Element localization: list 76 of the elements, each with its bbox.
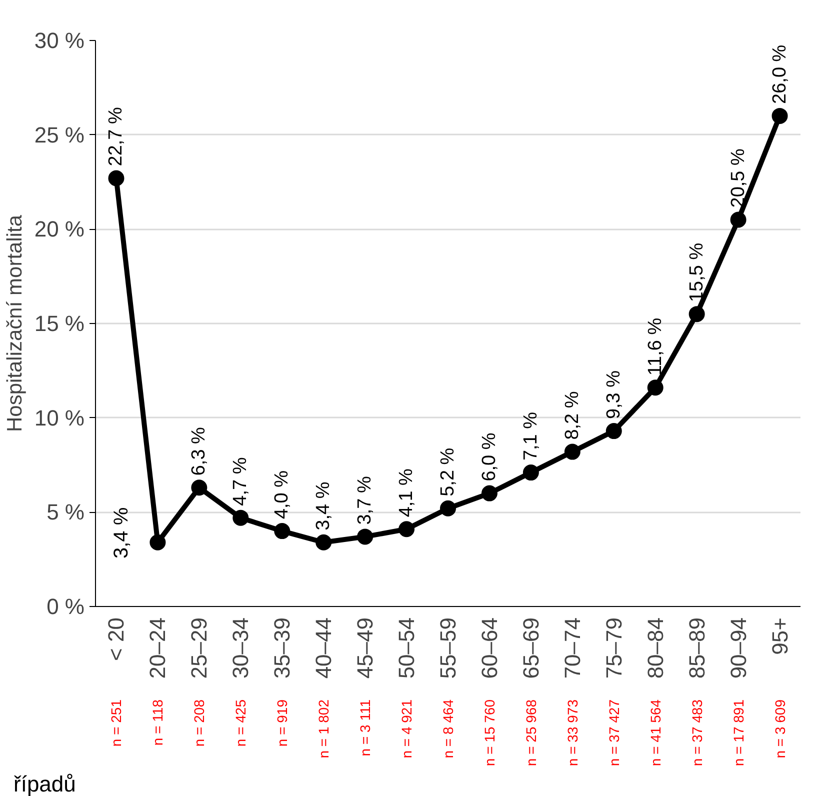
text: n = 37 483 <box>688 699 705 766</box>
point <box>232 510 249 526</box>
text: řípadů <box>14 772 76 796</box>
y-tick-label: 25 % <box>34 122 85 148</box>
point <box>564 444 580 460</box>
data-label: 3,4 % <box>313 482 334 530</box>
text: n = 33 973 <box>564 699 580 766</box>
text: n = 251 <box>108 699 124 747</box>
text: n = 4 921 <box>398 699 415 758</box>
point <box>481 485 498 502</box>
point <box>647 380 664 396</box>
point <box>316 534 332 550</box>
x-tick-label: 65–69 <box>518 617 544 679</box>
x-tick-label: 85–89 <box>684 617 710 679</box>
y-tick-label: 30 % <box>34 28 85 53</box>
data-label: 7,1 % <box>520 412 542 461</box>
x-tick-label: 25–29 <box>186 617 212 679</box>
y-tick-label: 5 % <box>46 500 85 525</box>
point <box>150 534 166 550</box>
x-tick-label: 60–64 <box>476 617 502 679</box>
text: n = 37 427 <box>606 699 622 766</box>
x-tick-label: < 20 <box>104 617 129 661</box>
point <box>357 528 374 545</box>
data-label: 22,7 % <box>106 106 127 166</box>
data-label: 11,6 % <box>644 318 666 376</box>
x-tick-label: 70–74 <box>560 617 585 679</box>
x-tick-label: 50–54 <box>394 617 420 679</box>
data-label: 3,4 % <box>110 507 133 558</box>
y-tick-label: 0 % <box>46 594 85 619</box>
point <box>522 464 539 481</box>
point <box>191 480 208 496</box>
text: n = 17 891 <box>730 699 746 766</box>
point <box>730 212 746 228</box>
point <box>398 521 415 538</box>
data-label: 4,0 % <box>272 470 293 520</box>
point <box>274 523 290 540</box>
text: n = 118 <box>150 699 166 746</box>
x-tick-label: 35–39 <box>270 617 295 679</box>
text: n = 208 <box>191 699 208 747</box>
text: n = 41 564 <box>647 699 664 766</box>
text: n = 425 <box>232 699 249 747</box>
x-tick-label: 95+ <box>767 617 792 655</box>
data-label: 15,5 % <box>686 242 708 302</box>
data-label: 4,1 % <box>396 468 418 518</box>
data-label: 4,7 % <box>230 457 252 506</box>
data-label: 6,3 % <box>188 426 210 476</box>
data-label: 6,0 % <box>478 432 500 482</box>
text: n = 15 760 <box>481 699 498 766</box>
y-axis-title: Hospitalizační mortalita <box>3 214 26 432</box>
text: n = 3 111 <box>357 699 374 756</box>
data-label: 5,2 % <box>438 448 458 496</box>
text: n = 1 802 <box>316 699 332 758</box>
x-tick-label: 75–79 <box>601 617 626 679</box>
text: n = 8 464 <box>440 699 456 758</box>
y-tick-label: 10 % <box>34 405 85 430</box>
text: n = 919 <box>274 699 290 747</box>
data-label: 3,7 % <box>354 476 376 525</box>
x-tick-label: 80–84 <box>642 617 668 679</box>
point <box>440 500 456 516</box>
point <box>688 306 705 322</box>
text: n = 3 609 <box>772 699 788 758</box>
x-tick-label: 90–94 <box>726 617 751 679</box>
x-tick-label: 30–34 <box>228 617 254 679</box>
data-label: 9,3 % <box>603 370 624 420</box>
point <box>108 170 124 186</box>
text: n = 25 968 <box>522 699 539 766</box>
x-tick-label: 20–24 <box>145 617 170 679</box>
point <box>772 108 788 124</box>
x-tick-label: 40–44 <box>311 617 336 679</box>
x-tick-label: 45–49 <box>352 617 378 679</box>
point <box>606 423 622 440</box>
y-tick-label: 15 % <box>34 311 85 336</box>
x-tick-label: 55–59 <box>436 617 460 679</box>
y-tick-label: 20 % <box>34 216 85 242</box>
data-label: 8,2 % <box>562 391 583 440</box>
data-label: 26,0 % <box>769 44 790 104</box>
